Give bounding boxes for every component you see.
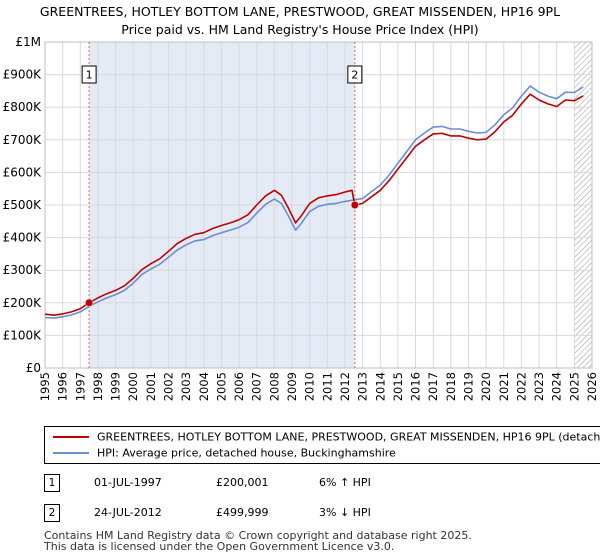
x-tick-label: 2008 (267, 372, 281, 401)
transaction-date: 24-JUL-2012 (94, 506, 162, 519)
x-tick-label: 2020 (479, 372, 493, 401)
x-tick-label: 1997 (73, 372, 87, 401)
y-tick-label: £700K (3, 133, 43, 147)
x-tick-label: 2011 (320, 372, 334, 401)
footer-licence: This data is licensed under the Open Gov… (44, 540, 395, 553)
y-tick-label: £200K (3, 296, 43, 310)
legend-label-hpi: HPI: Average price, detached house, Buck… (97, 446, 396, 460)
x-tick-label: 2001 (144, 372, 158, 401)
legend-item-property: GREENTREES, HOTLEY BOTTOM LANE, PRESTWOO… (53, 430, 600, 446)
x-tick-label: 2019 (461, 372, 475, 401)
y-tick-label: £300K (3, 263, 43, 277)
chart-title-line1: GREENTREES, HOTLEY BOTTOM LANE, PRESTWOO… (39, 4, 561, 19)
transaction-hpi-diff: 6% ↑ HPI (319, 476, 371, 489)
transaction-marker-box (81, 65, 97, 84)
chart-title-line2: Price paid vs. HM Land Registry's House … (121, 22, 479, 37)
x-tick-label: 2025 (567, 372, 581, 401)
footer-attribution: Contains HM Land Registry data © Crown c… (44, 530, 472, 552)
x-tick-label: 1996 (56, 372, 70, 401)
legend-item-hpi: HPI: Average price, detached house, Buck… (53, 446, 396, 462)
x-tick-label: 2004 (197, 372, 211, 401)
x-tick-label: 2016 (409, 372, 423, 401)
property-series-line (44, 93, 584, 316)
transaction-marker-label: 1 (86, 69, 93, 82)
x-tick-label: 2006 (232, 372, 246, 401)
y-tick-label: £600K (3, 165, 43, 179)
y-tick-label: £400K (3, 231, 43, 245)
legend-swatch-property (53, 436, 89, 438)
price-chart: £0 £100K £200K £300K £400K £500K £600K £700K £80… (3, 35, 599, 401)
transaction-date: 01-JUL-1997 (94, 476, 162, 489)
transaction-point (350, 200, 359, 210)
y-tick-label: £500K (3, 198, 43, 212)
x-tick-label: 2024 (550, 372, 564, 401)
x-tick-label: 2000 (126, 372, 140, 401)
transaction-point (85, 298, 94, 307)
x-tick-label: 2007 (250, 372, 264, 401)
x-tick-label: 2014 (373, 372, 387, 401)
footer-copyright: Contains HM Land Registry data © Crown c… (44, 529, 472, 542)
x-tick-label: 2012 (338, 372, 352, 401)
x-tick-label: 2005 (214, 372, 228, 401)
x-tick-label: 2010 (303, 372, 317, 401)
x-tick-label: 1995 (38, 372, 52, 401)
x-tick-label: 2015 (391, 372, 405, 401)
x-tick-label: 1998 (91, 372, 105, 401)
transaction-hpi-diff: 3% ↓ HPI (319, 506, 371, 519)
x-tick-label: 2018 (444, 372, 458, 401)
chart-legend: GREENTREES, HOTLEY BOTTOM LANE, PRESTWOO… (44, 426, 600, 464)
x-tick-label: 2002 (162, 372, 176, 401)
transaction-number-badge: 2 (44, 504, 60, 522)
y-tick-label: £800K (3, 100, 43, 114)
x-tick-label: 2021 (497, 372, 511, 401)
legend-swatch-hpi (53, 452, 89, 454)
x-tick-label: 2023 (532, 372, 546, 401)
x-tick-label: 2026 (585, 372, 599, 401)
x-tick-label: 2013 (356, 372, 370, 401)
y-tick-label: £900K (3, 68, 43, 82)
x-tick-label: 1999 (109, 372, 123, 401)
transaction-price: £200,001 (216, 476, 269, 489)
transaction-marker-box (347, 65, 363, 84)
y-tick-label: £1M (15, 35, 41, 49)
x-tick-label: 2003 (179, 372, 193, 401)
y-tick-label: £0 (26, 361, 41, 375)
transaction-price: £499,999 (216, 506, 269, 519)
transaction-number-badge: 1 (44, 474, 60, 492)
y-tick-label: £100K (3, 328, 43, 342)
plot-area-border (44, 41, 593, 369)
x-tick-label: 2022 (514, 372, 528, 401)
hpi-series-line (44, 85, 584, 319)
x-tick-label: 2017 (426, 372, 440, 401)
x-tick-label: 2009 (285, 372, 299, 401)
transaction-marker-label: 2 (351, 69, 358, 82)
legend-label-property: GREENTREES, HOTLEY BOTTOM LANE, PRESTWOO… (97, 430, 600, 444)
